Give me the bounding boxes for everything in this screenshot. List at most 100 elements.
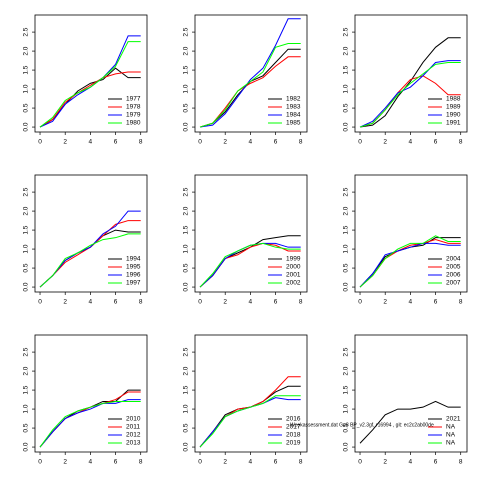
y-tick-label: 0.0 (343, 442, 350, 451)
legend-label: 2000 (286, 264, 301, 271)
plot-frame (34, 14, 148, 133)
y-tick-label: 1.5 (23, 385, 30, 394)
legend-label: NA (446, 432, 456, 439)
y-tick-label: 1.0 (183, 404, 190, 413)
legend-label: 2021 (446, 416, 461, 423)
legend-label: 1980 (126, 120, 141, 127)
x-tick-label: 8 (299, 139, 303, 146)
x-tick-label: 2 (63, 459, 67, 466)
x-tick-label: 0 (198, 139, 202, 146)
x-tick-label: 8 (299, 459, 303, 466)
y-tick-label: 0.5 (23, 423, 30, 432)
y-tick-label: 0.5 (183, 423, 190, 432)
y-tick-label: 2.5 (183, 347, 190, 356)
y-tick-label: 2.5 (23, 27, 30, 36)
series-line (359, 37, 461, 128)
x-tick-label: 4 (249, 459, 253, 466)
legend-label: 2016 (286, 416, 301, 423)
series-line (39, 71, 141, 128)
x-tick-label: 6 (434, 459, 438, 466)
plot-frame (194, 174, 308, 293)
x-tick-label: 2 (63, 139, 67, 146)
series-line (359, 60, 461, 128)
legend-label: 2006 (446, 272, 461, 279)
y-tick-label: 2.0 (183, 46, 190, 55)
series-line (359, 61, 461, 128)
series-line (199, 242, 301, 288)
series-line (199, 395, 301, 448)
panel: 0 2 4 6 80.00.51.01.52.02.52021NANANAWeekass… (290, 334, 468, 466)
y-tick-label: 1.0 (23, 404, 30, 413)
series-line (359, 235, 461, 288)
y-tick-label: 1.5 (183, 385, 190, 394)
y-tick-label: 0.0 (183, 282, 190, 291)
legend-label: 2011 (126, 424, 140, 431)
y-tick-label: 2.5 (23, 187, 30, 196)
x-tick-label: 8 (139, 459, 143, 466)
x-tick-label: 6 (434, 299, 438, 306)
x-tick-label: 6 (274, 299, 278, 306)
x-tick-label: 4 (249, 299, 253, 306)
series-line (39, 41, 141, 128)
y-tick-label: 0.5 (23, 263, 30, 272)
x-tick-label: 8 (459, 139, 463, 146)
y-tick-label: 1.5 (23, 225, 30, 234)
y-tick-label: 1.0 (183, 84, 190, 93)
x-tick-label: 4 (249, 139, 253, 146)
x-tick-label: 8 (459, 459, 463, 466)
x-tick-label: 8 (139, 139, 143, 146)
legend-label: 1995 (126, 264, 141, 271)
y-tick-label: 0.0 (183, 442, 190, 451)
series-line (199, 18, 301, 128)
annotation: Weekassessment.dat G=8 BP_v2.3gf, r16994… (290, 422, 434, 428)
legend-label: 2017 (286, 424, 301, 431)
y-tick-label: 1.0 (23, 84, 30, 93)
y-tick-label: 2.0 (23, 206, 30, 215)
y-tick-label: 0.0 (343, 122, 350, 131)
y-tick-label: 1.0 (23, 244, 30, 253)
x-tick-label: 4 (409, 459, 413, 466)
y-tick-label: 2.0 (343, 366, 350, 375)
x-tick-label: 6 (114, 299, 118, 306)
x-tick-label: 2 (223, 139, 227, 146)
legend-label: 2002 (286, 280, 301, 287)
legend-label: NA (446, 440, 456, 447)
y-tick-label: 2.5 (183, 187, 190, 196)
plot-frame (194, 334, 308, 453)
y-tick-label: 0.0 (343, 282, 350, 291)
y-tick-label: 0.0 (23, 442, 30, 451)
series-line (359, 400, 461, 444)
x-tick-label: 0 (198, 459, 202, 466)
x-tick-label: 0 (38, 299, 42, 306)
legend-label: 1979 (126, 112, 141, 119)
legend-label: 1999 (286, 256, 301, 263)
legend-label: 1997 (126, 280, 141, 287)
legend-label: NA (446, 424, 456, 431)
legend-label: 1996 (126, 272, 141, 279)
plot-frame (354, 14, 468, 133)
x-tick-label: 2 (63, 299, 67, 306)
y-tick-label: 2.5 (343, 27, 350, 36)
legend-label: 1988 (446, 96, 461, 103)
y-tick-label: 0.0 (183, 122, 190, 131)
x-tick-label: 0 (38, 139, 42, 146)
legend-label: 2013 (126, 440, 141, 447)
y-tick-label: 1.5 (23, 65, 30, 74)
legend-label: 1983 (286, 104, 301, 111)
y-tick-label: 1.5 (343, 65, 350, 74)
x-tick-label: 6 (274, 139, 278, 146)
legend-label: 2004 (446, 256, 461, 263)
legend-label: 2007 (446, 280, 461, 287)
y-tick-label: 0.0 (23, 282, 30, 291)
x-tick-label: 4 (89, 299, 93, 306)
x-tick-label: 2 (383, 459, 387, 466)
x-tick-label: 8 (459, 299, 463, 306)
x-tick-label: 8 (139, 299, 143, 306)
